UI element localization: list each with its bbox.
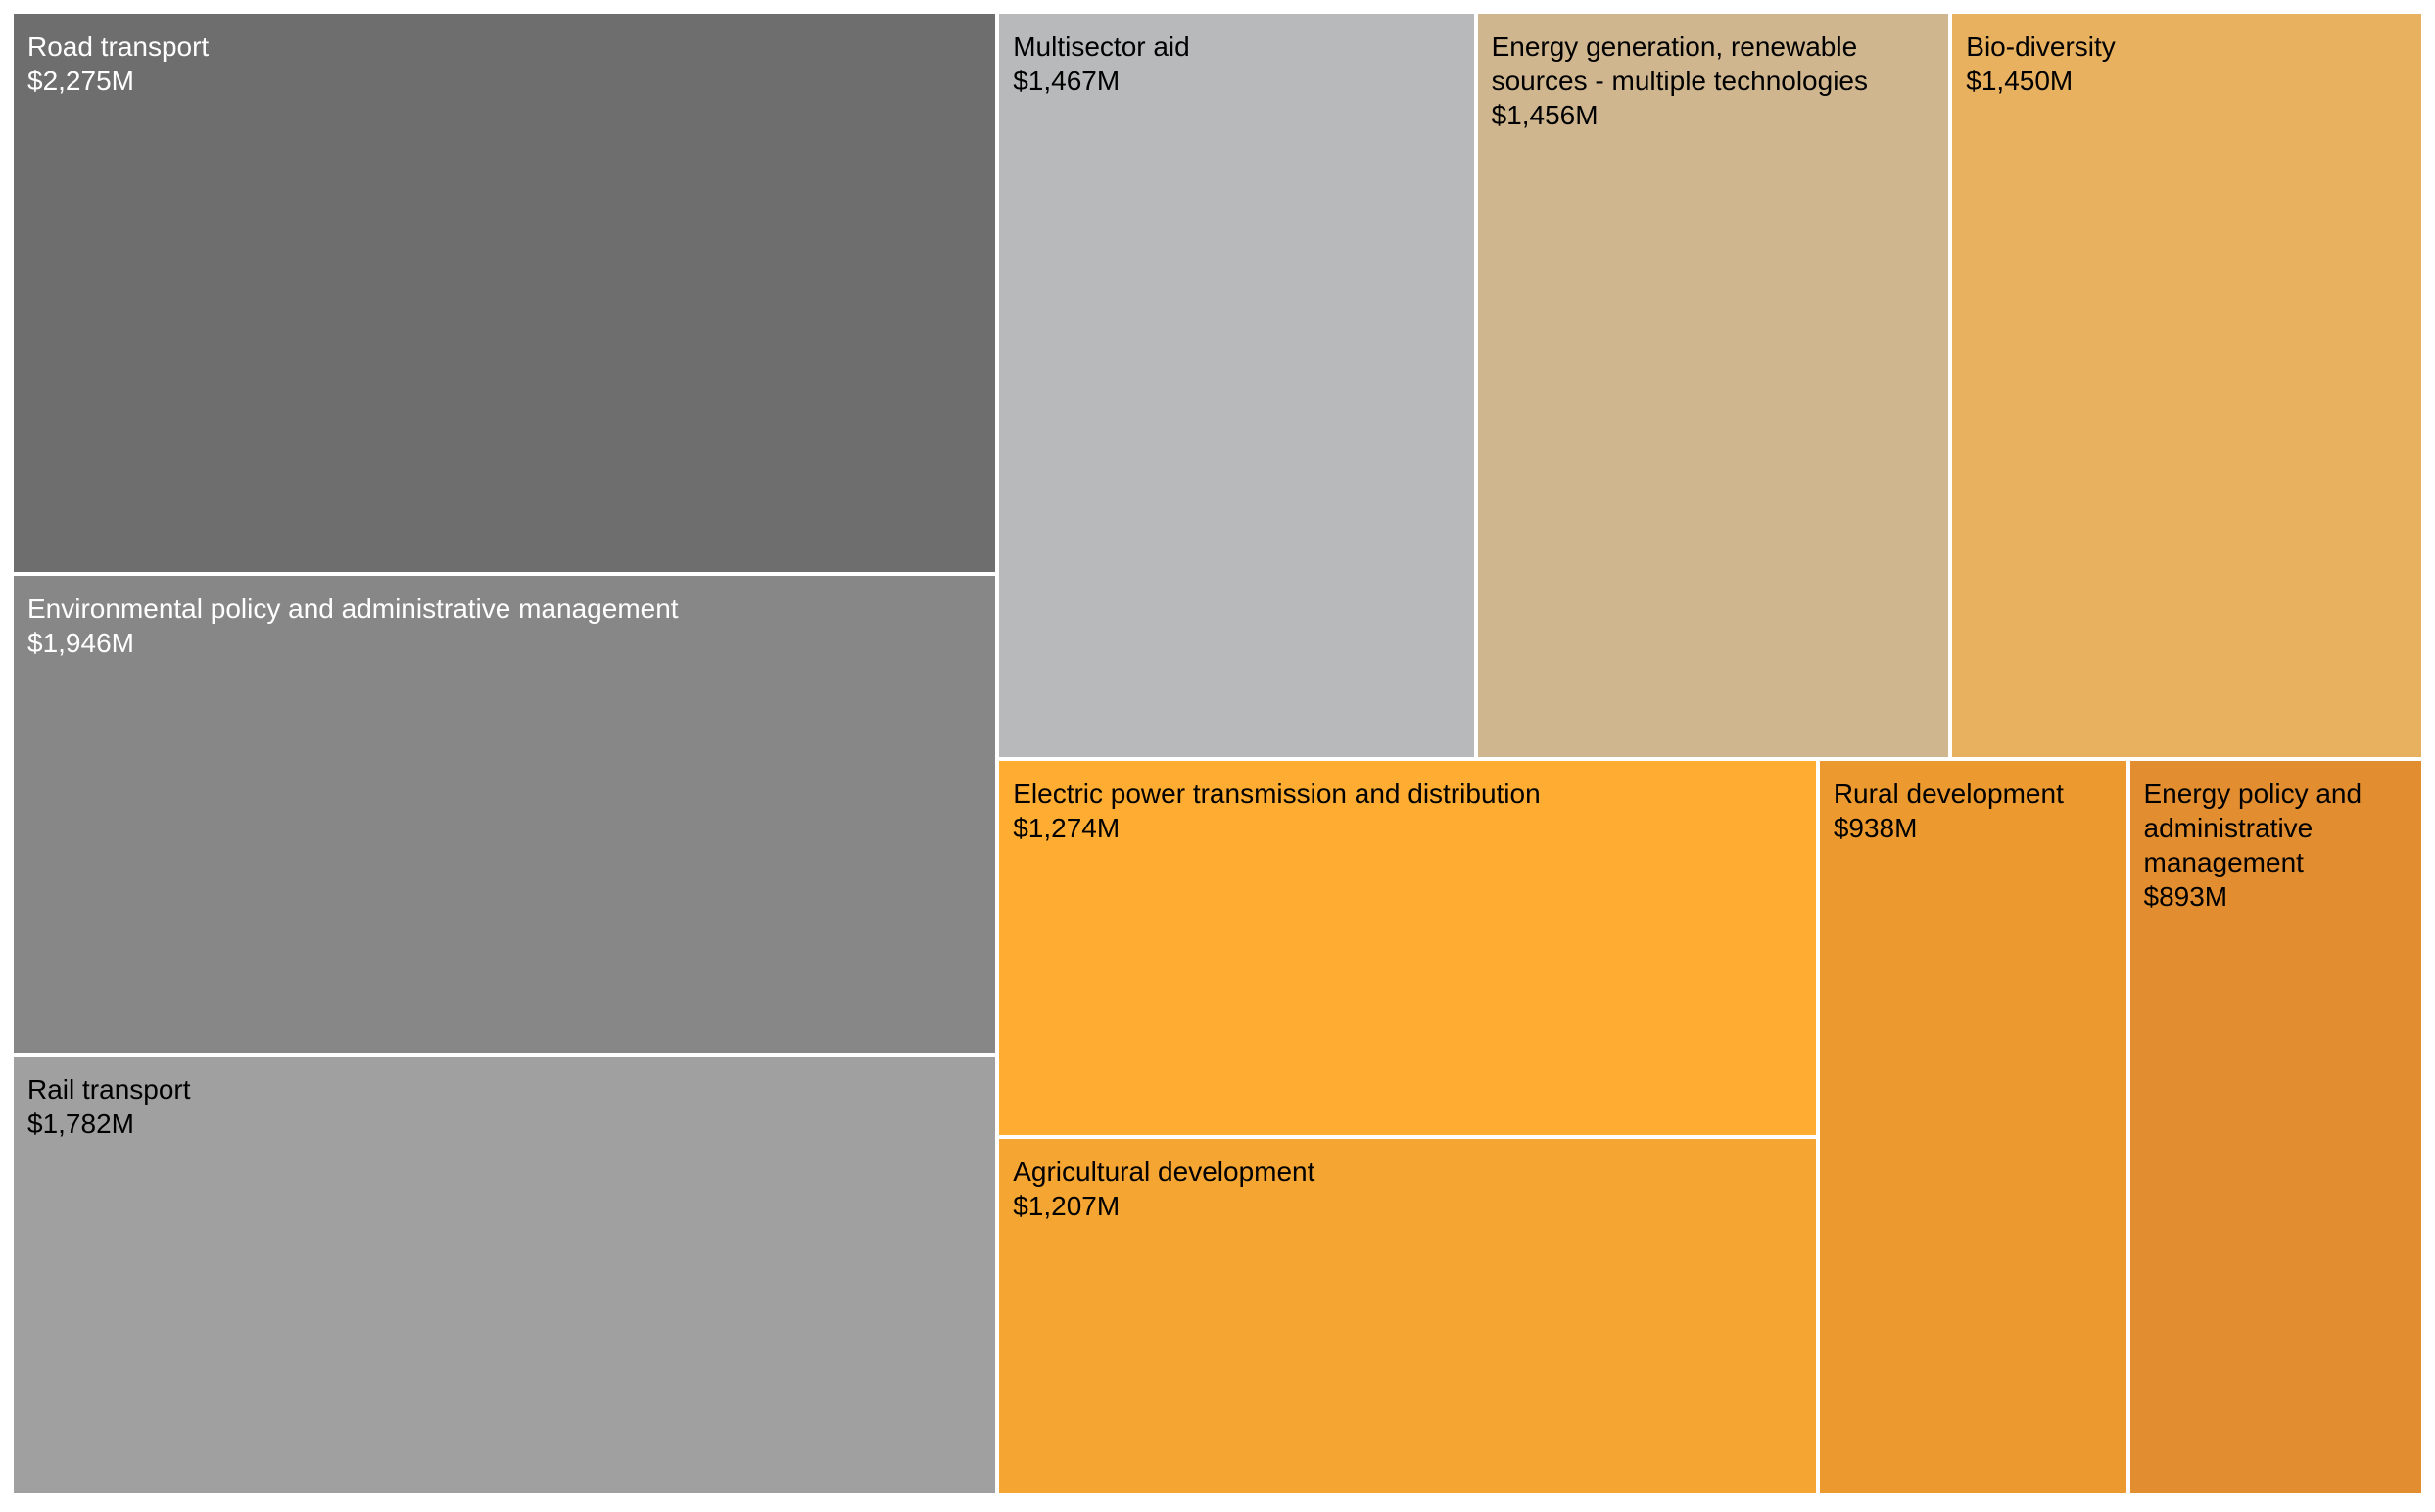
treemap-cell-label: Energy policy and administrative managem… — [2144, 777, 2411, 914]
treemap-cell[interactable]: Rail transport $1,782M — [12, 1055, 998, 1495]
treemap-cell[interactable]: Bio-diversity $1,450M — [1950, 12, 2423, 759]
treemap-cell-name: Multisector aid — [1013, 31, 1190, 62]
treemap-cell-label: Bio-diversity $1,450M — [1966, 29, 2411, 98]
treemap-cell-label: Rural development $938M — [1834, 777, 2117, 845]
treemap-cell-value: $2,275M — [27, 66, 134, 96]
treemap-cell-name: Rail transport — [27, 1074, 191, 1106]
treemap-cell-value: $1,467M — [1013, 66, 1121, 96]
treemap-cell-value: $938M — [1833, 812, 1918, 843]
treemap-cell-value: $1,450M — [1966, 66, 2074, 96]
treemap-cell[interactable]: Energy generation, renewable sources - m… — [1475, 12, 1951, 759]
treemap-cell-name: Rural development — [1833, 778, 2064, 809]
treemap-cell-value: $1,782M — [27, 1109, 134, 1140]
treemap-cell-value: $893M — [2143, 880, 2228, 912]
treemap-cell-value: $1,274M — [1013, 812, 1121, 843]
treemap-cell-value: $1,456M — [1491, 100, 1599, 130]
treemap-cell[interactable]: Environmental policy and administrative … — [12, 574, 998, 1056]
treemap-cell-value: $1,946M — [27, 628, 134, 659]
treemap-cell-label: Rail transport $1,782M — [27, 1072, 985, 1141]
treemap-cell-label: Agricultural development $1,207M — [1013, 1155, 1806, 1223]
treemap-cell-label: Road transport $2,275M — [27, 29, 985, 98]
treemap-cell-name: Environmental policy and administrative … — [27, 593, 679, 625]
treemap-cell[interactable]: Agricultural development $1,207M — [997, 1137, 1818, 1495]
treemap-cell-name: Energy generation, renewable sources - m… — [1491, 31, 1868, 96]
treemap-cell-name: Bio-diversity — [1966, 31, 2116, 62]
treemap-cell-label: Energy generation, renewable sources - m… — [1492, 29, 1939, 132]
treemap-cell-name: Energy policy and administrative managem… — [2143, 778, 2363, 877]
treemap-cell[interactable]: Energy policy and administrative managem… — [2127, 758, 2423, 1495]
treemap-cell[interactable]: Multisector aid $1,467M — [997, 12, 1476, 759]
treemap-cell-label: Electric power transmission and distribu… — [1013, 777, 1806, 845]
treemap-cell-name: Electric power transmission and distribu… — [1013, 778, 1541, 809]
treemap-cell-label: Environmental policy and administrative … — [27, 591, 985, 660]
treemap-chart: Road transport $2,275M Environmental polic… — [12, 12, 2423, 1495]
treemap-cell[interactable]: Rural development $938M — [1817, 758, 2128, 1495]
treemap-cell-label: Multisector aid $1,467M — [1013, 29, 1463, 98]
treemap-cell[interactable]: Road transport $2,275M — [12, 12, 998, 575]
treemap-cell-name: Agricultural development — [1013, 1157, 1315, 1188]
treemap-cell-value: $1,207M — [1013, 1191, 1121, 1222]
treemap-cell[interactable]: Electric power transmission and distribu… — [997, 758, 1818, 1138]
treemap-cell-name: Road transport — [27, 31, 210, 62]
